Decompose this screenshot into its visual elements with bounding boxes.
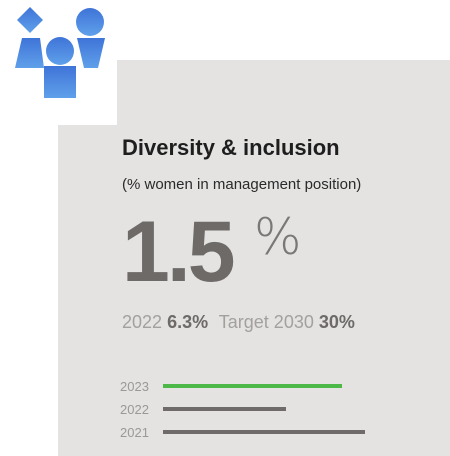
logo (15, 7, 105, 98)
logo-right-body (77, 38, 105, 68)
bar (163, 407, 286, 411)
bar-year-label: 2022 (120, 402, 149, 417)
comparison-target: Target 2030 (219, 312, 314, 332)
comparison-year: 2022 (122, 312, 162, 332)
card-subtitle: (% women in management position) (122, 176, 361, 193)
logo-left-body (15, 38, 44, 68)
comparison-line: 2022 6.3% Target 2030 30% (122, 312, 355, 332)
logo-middle-body (44, 66, 76, 98)
card-panel (58, 60, 450, 456)
comparison-target-value: 30% (319, 312, 355, 332)
bar (163, 384, 342, 388)
headline-unit: % (254, 208, 302, 266)
logo-circle-right (76, 8, 104, 36)
bar-year-label: 2023 (120, 379, 149, 394)
logo-diamond (17, 7, 43, 33)
card-title: Diversity & inclusion (122, 135, 340, 160)
comparison-year-value: 6.3% (167, 312, 208, 332)
logo-circle-middle (46, 37, 74, 65)
bar (163, 430, 365, 434)
bar-year-label: 2021 (120, 425, 149, 440)
headline-value: 1.5 (122, 204, 234, 300)
